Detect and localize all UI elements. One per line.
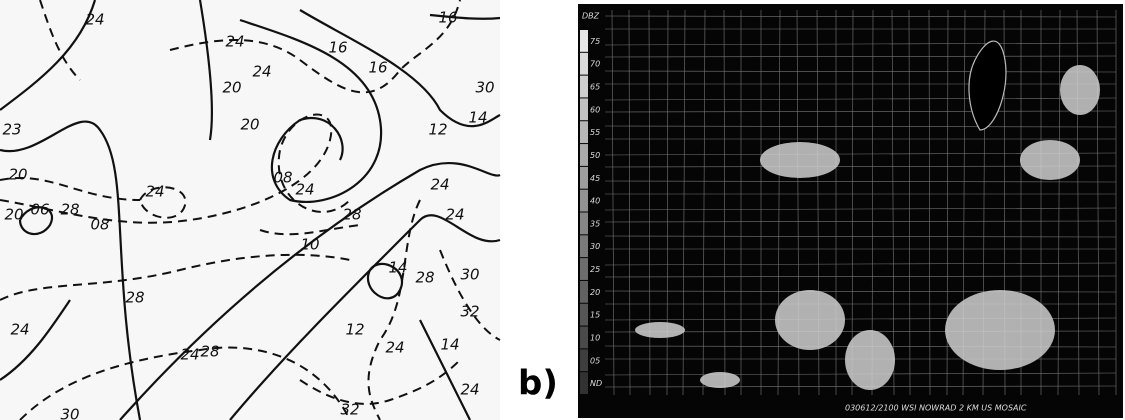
scale-label: 45: [590, 174, 600, 183]
contour-label: 28: [125, 289, 144, 307]
scale-label: 70: [590, 60, 600, 69]
scale-label: 40: [590, 197, 600, 206]
contour-label: 14: [468, 109, 487, 127]
scale-swatch: [580, 121, 588, 143]
contour-label: 20: [8, 166, 27, 184]
contour-label: 32: [460, 303, 479, 321]
contour-label: 20: [222, 79, 241, 97]
contour-label: 30: [475, 79, 494, 97]
figure: 1624241624201620302314202412082428240828…: [0, 0, 1125, 420]
contour-label: 12: [345, 321, 364, 339]
contour-label: 24: [145, 183, 164, 201]
contour-label: 23: [2, 121, 21, 139]
scale-label: 75: [590, 37, 600, 46]
contour-label: 08: [90, 216, 109, 234]
contour-label: 24: [225, 33, 244, 51]
echo: [1060, 65, 1100, 115]
contour-label: 12: [428, 121, 447, 139]
scale-label: 15: [590, 311, 600, 320]
contour-label: 14: [440, 336, 459, 354]
contour-label: 24: [10, 321, 29, 339]
contour-label: 20: [240, 116, 259, 134]
contour-label: 28: [415, 269, 434, 287]
contour-label: 16: [328, 39, 347, 57]
radar-caption: 030612/2100 WSI NOWRAD 2 KM US MOSAIC: [845, 404, 1027, 413]
contour-label: 30: [60, 406, 79, 420]
scale-label: 35: [590, 219, 600, 228]
panel-label: b): [518, 364, 558, 404]
page: {"panel_a": {"contour_labels": ["16", "2…: [0, 0, 1125, 420]
scale-swatch: [580, 167, 588, 189]
contour-label: 06: [30, 201, 49, 219]
contour-label: 32: [340, 401, 359, 419]
scale-label: 55: [590, 128, 600, 137]
contour-label: 24: [252, 63, 271, 81]
echo: [945, 290, 1055, 370]
contour-label: 16: [368, 59, 387, 77]
contour-label: 28: [200, 343, 219, 361]
scale-swatch: [580, 98, 588, 120]
contour-label: 24: [295, 181, 314, 199]
contour-label: 24: [385, 339, 404, 357]
scale-title: DBZ: [582, 12, 600, 21]
echo: [700, 372, 740, 388]
contour-label: 24: [85, 11, 104, 29]
scale-label: 30: [590, 242, 600, 251]
scale-swatch: [580, 258, 588, 280]
scale-label: ND: [590, 379, 602, 388]
contour-label: 24: [180, 346, 199, 364]
radar-mosaic: DBZ 75 70 65 60 55 50 45 40 35 30 25 20 15 10 05 ND 0306…: [578, 4, 1123, 418]
echo: [635, 322, 685, 338]
scale-swatch: [580, 327, 588, 349]
scale-swatch: [580, 213, 588, 235]
scale-swatch: [580, 304, 588, 326]
scale-label: 25: [590, 265, 600, 274]
contour-label: 28: [60, 201, 79, 219]
echo: [845, 330, 895, 390]
contour-label: 20: [4, 206, 23, 224]
scale-swatch: [580, 30, 588, 52]
echo: [1020, 140, 1080, 180]
echo: [775, 290, 845, 350]
contour-label: 14: [388, 259, 407, 277]
contour-label: 30: [460, 266, 479, 284]
contour-label: 08: [273, 169, 292, 187]
scale-label: 60: [590, 105, 600, 114]
contour-label: 10: [300, 236, 319, 254]
scale-label: 65: [590, 83, 600, 92]
scale-swatch: [580, 53, 588, 75]
scale-swatch: [580, 281, 588, 303]
scale-swatch: [580, 144, 588, 166]
contour-label: 16: [438, 9, 457, 27]
scale-swatch: [580, 372, 588, 394]
contour-label: 28: [342, 206, 361, 224]
scale-swatch: [580, 235, 588, 257]
echo: [760, 142, 840, 178]
contour-label: 24: [430, 176, 449, 194]
scale-swatch: [580, 190, 588, 212]
contour-label: 24: [460, 381, 479, 399]
scale-label: 05: [590, 356, 600, 365]
scale-swatch: [580, 76, 588, 98]
contour-label: 24: [445, 206, 464, 224]
scale-swatch: [580, 349, 588, 371]
scale-label: 50: [590, 151, 600, 160]
scale-label: 20: [590, 288, 600, 297]
scale-label: 10: [590, 333, 600, 342]
